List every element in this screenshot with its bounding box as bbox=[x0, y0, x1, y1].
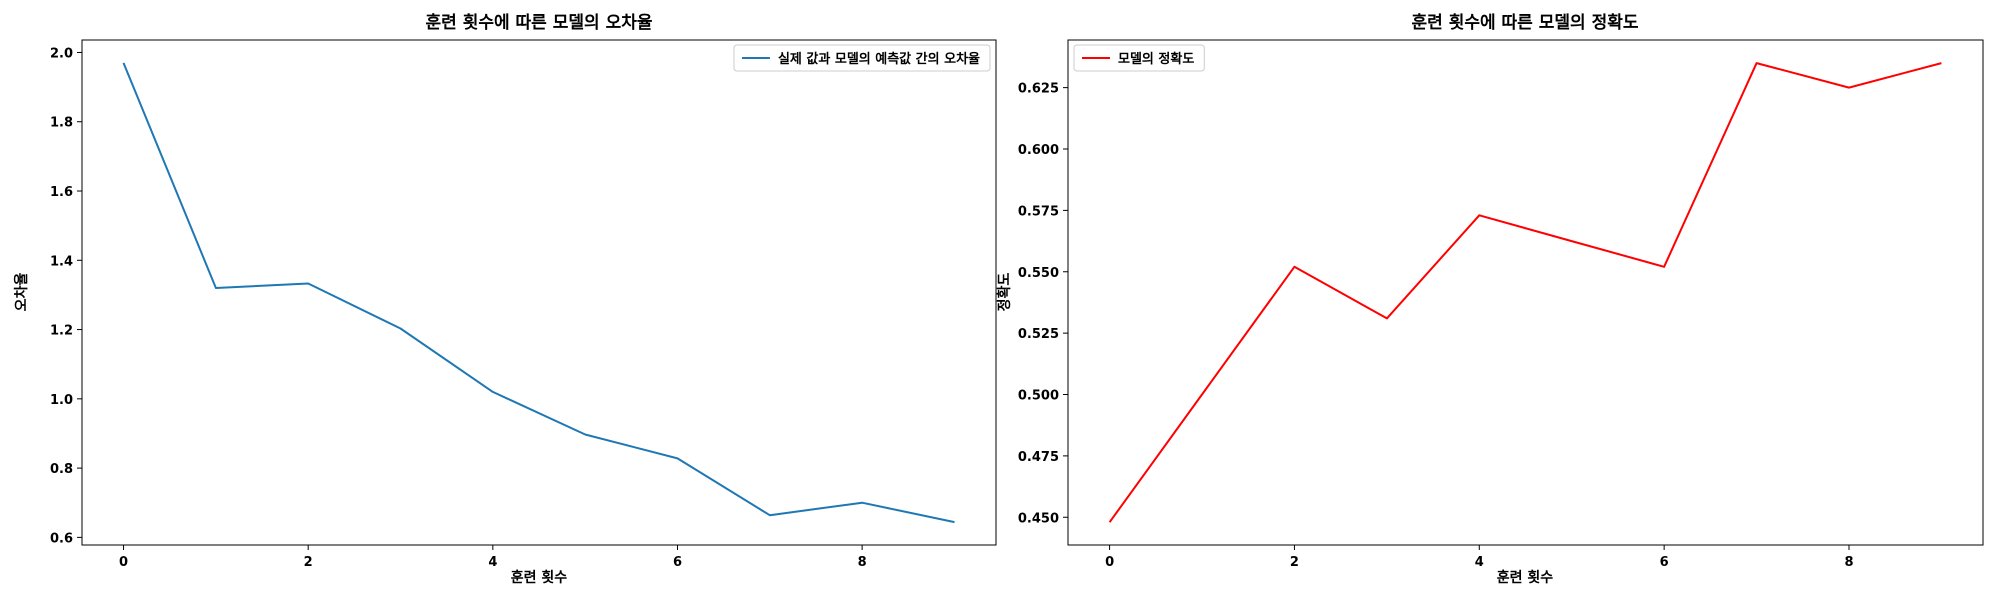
error-legend-box bbox=[733, 44, 991, 72]
error-legend: 실제 값과 모델의 예측값 간의 오차율 bbox=[733, 44, 991, 72]
accuracy-x-tick-label: 0 bbox=[1105, 555, 1114, 570]
error-x-tick-label: 4 bbox=[488, 555, 497, 570]
accuracy-plot-area: 0 2 4 6 8 0.450 0.475 0.500 0.525 0.550 0.575 0.600… bbox=[1018, 39, 1984, 570]
accuracy-x-tick-label: 2 bbox=[1290, 555, 1299, 570]
accuracy-legend-label: 모델의 정확도 bbox=[1118, 51, 1194, 67]
error-y-tick-label: 1.4 bbox=[50, 254, 73, 269]
error-plot-area: 0 2 4 6 8 0.6 0.8 1.0 1.2 1.4 1.6 1.8 2.0 실제 값과 모델의 예… bbox=[50, 39, 997, 570]
accuracy-y-tick-label: 0.625 bbox=[1018, 82, 1059, 97]
error-y-axis-label: 오차율 bbox=[13, 273, 30, 312]
accuracy-y-tick-label: 0.450 bbox=[1018, 511, 1059, 526]
accuracy-y-tick-label: 0.600 bbox=[1018, 143, 1059, 158]
error-series-line bbox=[122, 62, 955, 524]
accuracy-legend: 모델의 정확도 bbox=[1073, 44, 1205, 72]
accuracy-x-axis-label: 훈련 횟수 bbox=[1497, 569, 1554, 586]
accuracy-legend-box bbox=[1073, 44, 1205, 72]
error-x-tick-label: 6 bbox=[673, 555, 682, 570]
accuracy-x-tick-label: 4 bbox=[1475, 555, 1484, 570]
error-x-tick-label: 2 bbox=[304, 555, 313, 570]
error-y-tick-label: 1.2 bbox=[50, 324, 73, 339]
accuracy-x-tick-label: 8 bbox=[1844, 555, 1853, 570]
accuracy-y-tick-label: 0.550 bbox=[1018, 266, 1059, 281]
error-y-tick-label: 1.8 bbox=[50, 116, 73, 131]
error-chart-title: 훈련 횟수에 따른 모델의 오차율 bbox=[426, 12, 653, 33]
accuracy-axes-frame bbox=[1067, 39, 1984, 546]
error-y-tick-label: 0.6 bbox=[50, 531, 73, 546]
error-y-tick-label: 1.6 bbox=[50, 185, 73, 200]
accuracy-y-tick-label: 0.500 bbox=[1018, 389, 1059, 404]
accuracy-chart-title: 훈련 횟수에 따른 모델의 정확도 bbox=[1412, 12, 1639, 33]
error-x-tick-label: 8 bbox=[858, 555, 867, 570]
error-y-tick-label: 0.8 bbox=[50, 462, 73, 477]
error-legend-label: 실제 값과 모델의 예측값 간의 오차율 bbox=[778, 51, 980, 67]
accuracy-y-tick-label: 0.475 bbox=[1018, 450, 1059, 465]
accuracy-x-tick-label: 6 bbox=[1660, 555, 1669, 570]
error-y-tick-label: 2.0 bbox=[50, 46, 73, 61]
error-axes-frame bbox=[81, 39, 997, 546]
error-x-tick-label: 0 bbox=[119, 555, 128, 570]
error-x-axis-label: 훈련 횟수 bbox=[511, 569, 568, 586]
accuracy-y-axis-label: 정확도 bbox=[996, 273, 1013, 312]
accuracy-chart: 훈련 횟수에 따른 모델의 정확도 0 2 4 6 8 0.450 0.475 0.500 0.… bbox=[996, 12, 1984, 586]
error-rate-chart: 훈련 횟수에 따른 모델의 오차율 0 2 4 6 8 0.6 0.8 1.0 1.2 1.4 1.… bbox=[13, 12, 997, 586]
error-y-tick-label: 1.0 bbox=[50, 393, 73, 408]
accuracy-series-line bbox=[1108, 62, 1942, 523]
accuracy-y-tick-label: 0.525 bbox=[1018, 327, 1059, 342]
accuracy-y-tick-label: 0.575 bbox=[1018, 204, 1059, 219]
